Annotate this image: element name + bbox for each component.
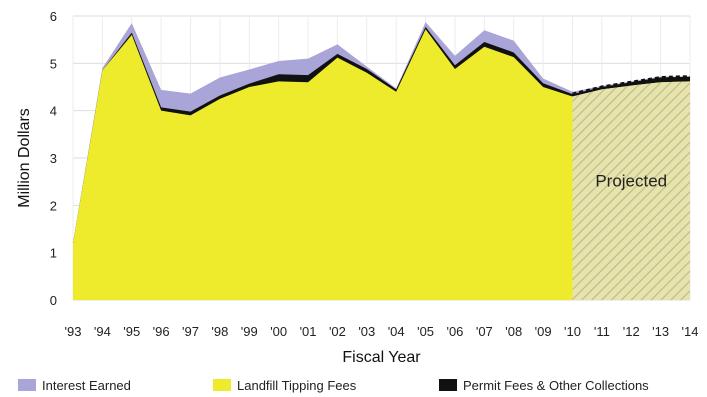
y-tick-label: 0 bbox=[50, 293, 57, 308]
x-tick-label: '97 bbox=[182, 324, 199, 339]
x-tick-label: '07 bbox=[476, 324, 493, 339]
x-tick-label: '03 bbox=[358, 324, 375, 339]
x-tick-label: '02 bbox=[329, 324, 346, 339]
projected-annotation: Projected bbox=[595, 171, 667, 190]
x-tick-label: '14 bbox=[682, 324, 699, 339]
y-tick-label: 2 bbox=[50, 198, 57, 213]
y-tick-label: 5 bbox=[50, 56, 57, 71]
legend-label: Permit Fees & Other Collections bbox=[463, 378, 649, 393]
legend-item: Landfill Tipping Fees bbox=[213, 378, 357, 393]
legend-swatch bbox=[213, 379, 231, 391]
x-tick-label: '10 bbox=[564, 324, 581, 339]
x-axis-title: Fiscal Year bbox=[342, 349, 421, 366]
legend-label: Landfill Tipping Fees bbox=[237, 378, 357, 393]
projected-permit-band bbox=[572, 75, 691, 96]
y-tick-label: 3 bbox=[50, 151, 57, 166]
y-tick-label: 6 bbox=[50, 9, 57, 24]
stacked-areas bbox=[73, 22, 690, 301]
series-area-landfill-tipping-fees bbox=[73, 29, 690, 301]
x-tick-label: '05 bbox=[417, 324, 434, 339]
y-tick-label: 4 bbox=[50, 104, 57, 119]
projected-region bbox=[572, 75, 691, 300]
legend-item: Interest Earned bbox=[18, 378, 131, 393]
projected-hatch-area bbox=[572, 81, 690, 300]
x-tick-label: '06 bbox=[446, 324, 463, 339]
y-tick-label: 1 bbox=[50, 246, 57, 261]
legend-swatch bbox=[18, 379, 36, 391]
legend-swatch bbox=[439, 379, 457, 391]
y-axis-title: Million Dollars bbox=[16, 108, 33, 208]
x-tick-label: '95 bbox=[123, 324, 140, 339]
x-tick-label: '93 bbox=[65, 324, 82, 339]
x-tick-label: '13 bbox=[652, 324, 669, 339]
x-tick-label: '11 bbox=[594, 324, 610, 339]
x-axis-ticks: '93 '94 '95 '96 '97 '98 '99 '00 '01 '02 '03 '04 '05 '… bbox=[65, 324, 699, 339]
x-tick-label: '04 bbox=[388, 324, 405, 339]
legend: Interest Earned Landfill Tipping Fees Perm… bbox=[18, 378, 649, 393]
x-tick-label: '94 bbox=[94, 324, 111, 339]
x-tick-label: '01 bbox=[300, 324, 317, 339]
legend-label: Interest Earned bbox=[42, 378, 131, 393]
x-tick-label: '08 bbox=[505, 324, 522, 339]
x-tick-label: '12 bbox=[623, 324, 640, 339]
x-tick-label: '96 bbox=[153, 324, 170, 339]
legend-item: Permit Fees & Other Collections bbox=[439, 378, 649, 393]
x-tick-label: '00 bbox=[270, 324, 287, 339]
x-tick-label: '09 bbox=[535, 324, 552, 339]
y-axis-ticks: 0 1 2 3 4 5 6 bbox=[50, 9, 57, 308]
x-tick-label: '99 bbox=[241, 324, 258, 339]
x-tick-label: '98 bbox=[211, 324, 228, 339]
